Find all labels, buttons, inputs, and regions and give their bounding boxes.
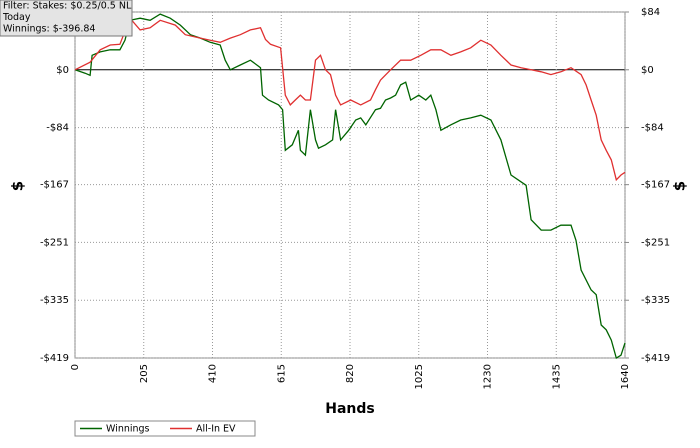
y-tick-label: -$251 [40, 237, 69, 248]
info-text: Filter: Stakes: $0.25/0.5 NL [3, 1, 132, 12]
y2-tick-label: -$251 [641, 237, 670, 248]
legend-label: All-In EV [196, 424, 236, 435]
legend-label: Winnings [106, 424, 150, 435]
x-tick-label: 1435 [551, 364, 562, 389]
y-axis-label: $ [9, 181, 27, 191]
y-tick-label: -$335 [40, 295, 69, 306]
x-tick-label: 820 [345, 364, 356, 383]
x-tick-label: 205 [139, 364, 150, 383]
x-axis-label: Hands [325, 401, 375, 417]
y-tick-label: $0 [56, 65, 69, 76]
series-line [74, 13, 626, 359]
y2-axis-label: $ [671, 181, 689, 191]
x-tick-label: 615 [276, 364, 287, 383]
y2-tick-label: -$419 [641, 353, 670, 364]
series-line [74, 16, 626, 182]
x-tick-label: 1025 [414, 364, 425, 389]
info-box [0, 0, 133, 37]
x-tick-label: 1230 [483, 364, 494, 389]
x-tick-label: 0 [70, 364, 81, 370]
y2-tick-label: $0 [641, 65, 654, 76]
y2-tick-label: $84 [641, 7, 660, 18]
y2-tick-label: -$335 [641, 295, 670, 306]
x-tick-label: 1640 [620, 364, 631, 389]
y2-tick-label: -$84 [641, 123, 664, 134]
y-tick-label: -$167 [40, 180, 69, 191]
y-tick-label: -$84 [46, 123, 69, 134]
y2-tick-label: -$167 [641, 180, 670, 191]
info-text: Today [2, 12, 31, 23]
x-tick-label: 410 [208, 364, 219, 383]
y-tick-label: -$419 [40, 353, 69, 364]
info-text: Winnings: $-396.84 [3, 24, 95, 35]
legend-box [74, 420, 256, 437]
